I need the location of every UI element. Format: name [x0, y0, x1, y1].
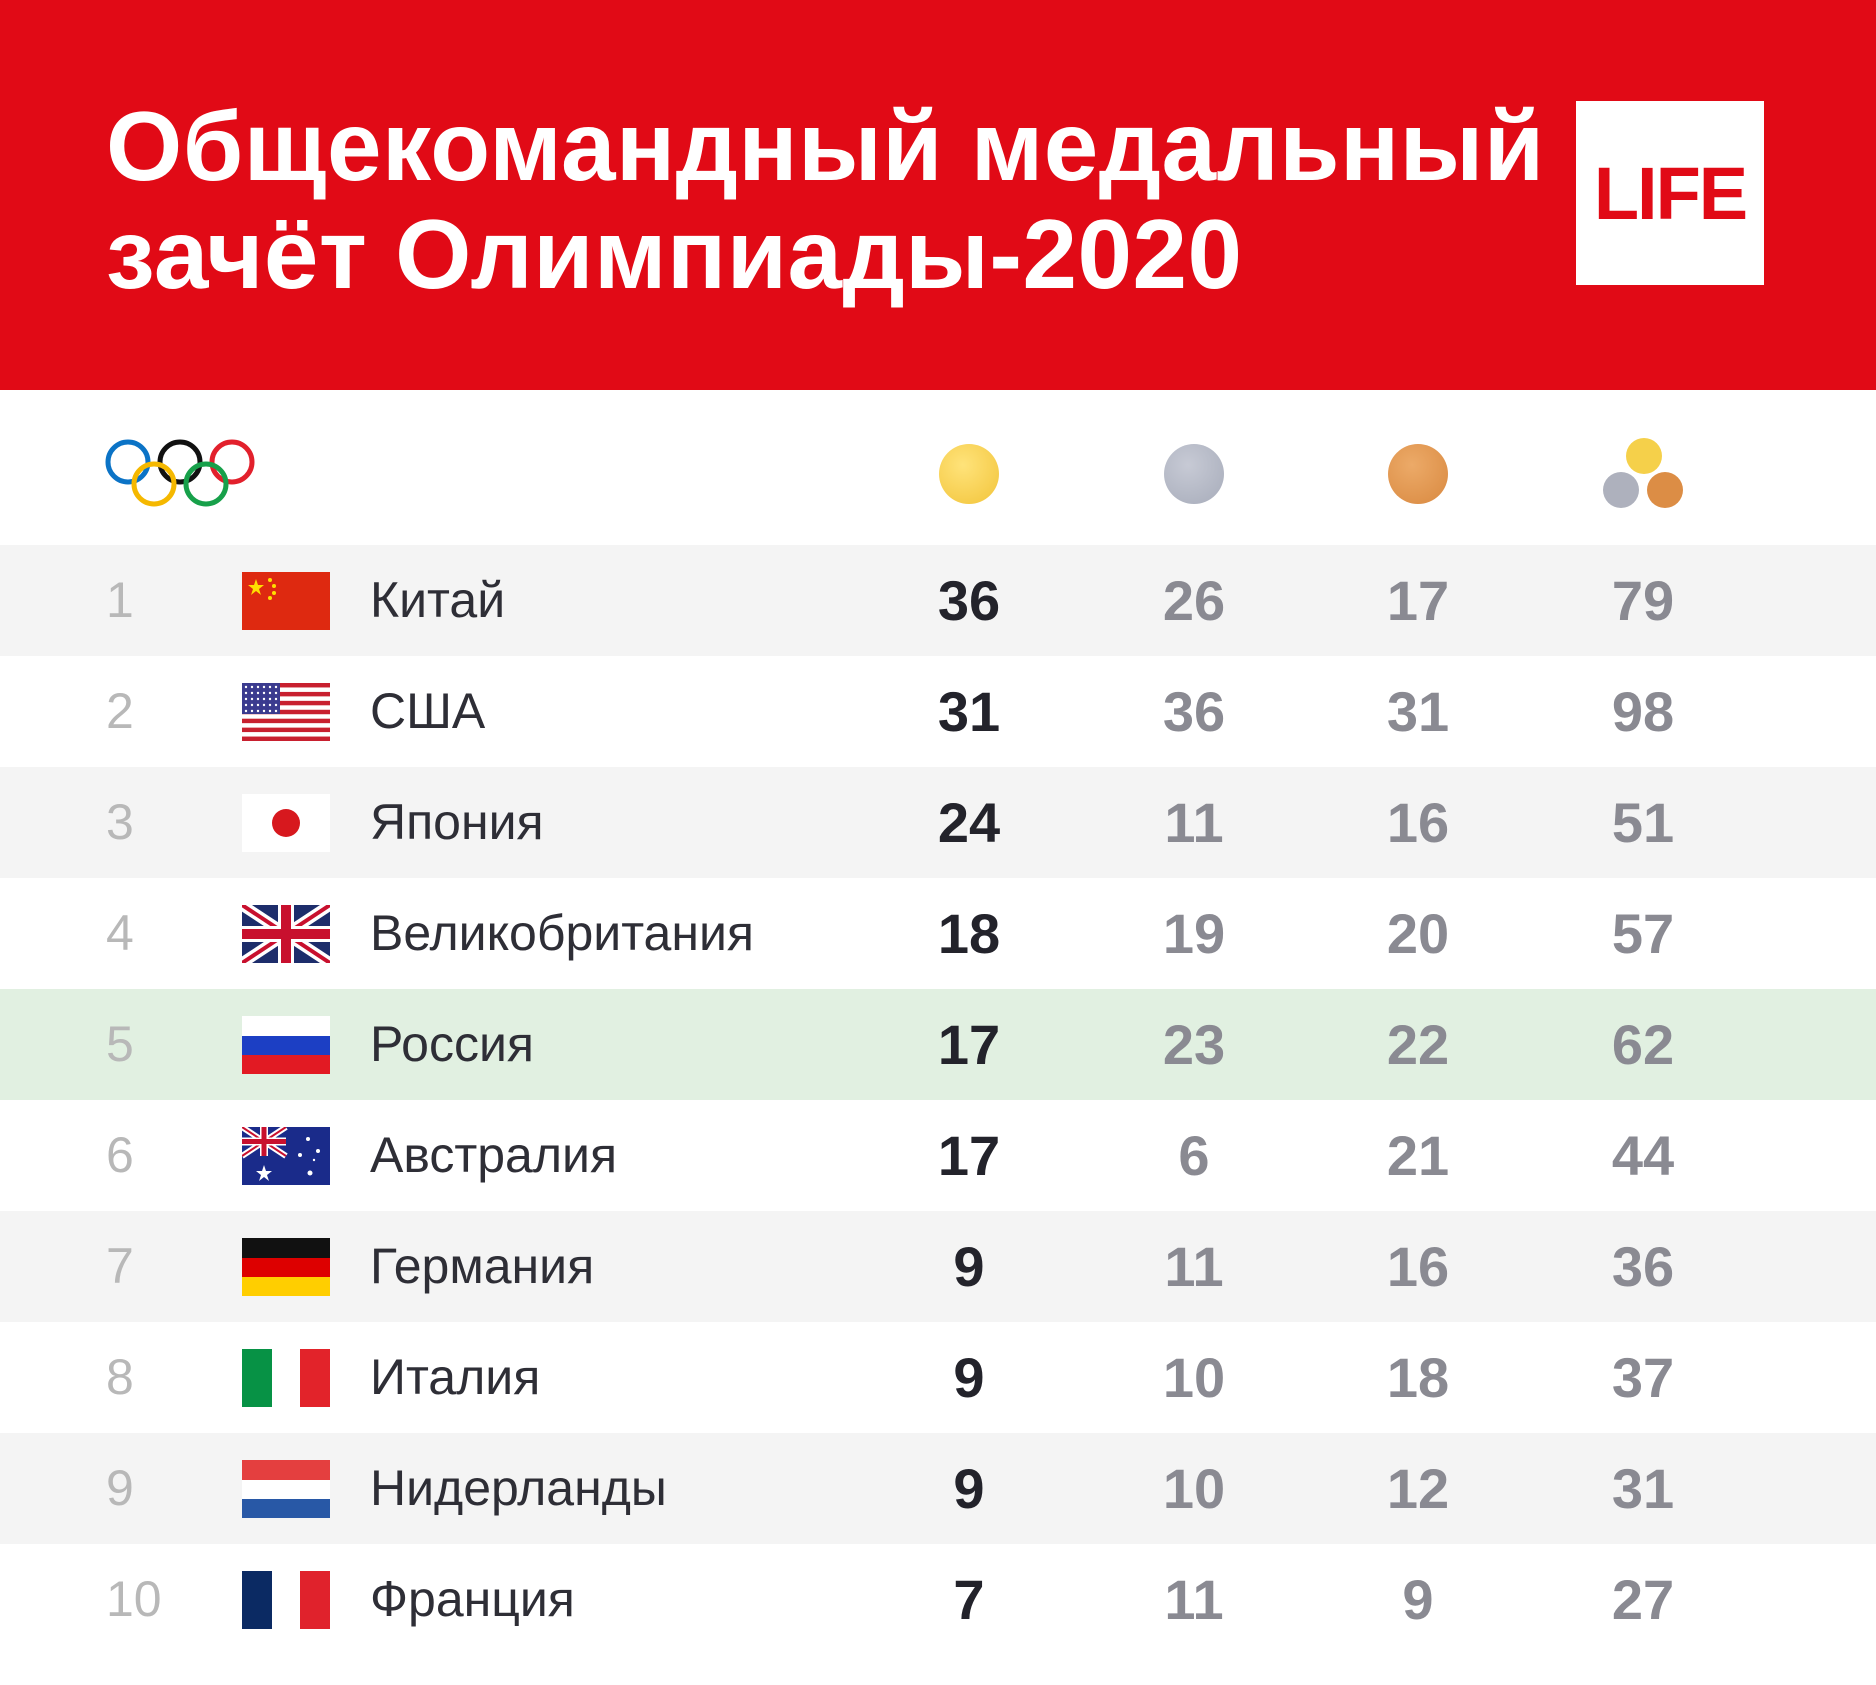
total-count: 31: [1611, 1457, 1675, 1520]
total-count: 27: [1611, 1568, 1675, 1631]
country-name: Италия: [370, 1349, 541, 1405]
australia-flag-icon: [242, 1127, 330, 1185]
usa-flag-icon: [242, 683, 330, 741]
title-line-2: зачёт Олимпиады-2020: [106, 199, 1243, 309]
country-name: Австралия: [370, 1127, 618, 1183]
total-count: 36: [1611, 1235, 1675, 1298]
header-banner: Общекомандный медальный зачёт Олимпиады-…: [0, 0, 1876, 390]
rank-cell: 10: [106, 1571, 162, 1627]
gold-count: 17: [937, 1124, 1001, 1187]
table-row: 9 Нидерланды 9 10 12 31: [0, 1433, 1876, 1544]
uk-flag-icon: [242, 905, 330, 963]
rank-cell: 3: [106, 794, 134, 850]
rank-cell: 8: [106, 1349, 134, 1405]
gold-count: 17: [937, 1013, 1001, 1076]
bronze-medal-icon: [1388, 444, 1448, 504]
bronze-count: 18: [1386, 1346, 1450, 1409]
country-name: Россия: [370, 1016, 534, 1072]
germany-flag-icon: [242, 1238, 330, 1296]
olympic-rings-icon: [105, 439, 255, 507]
country-name: Нидерланды: [370, 1460, 667, 1516]
page-title: Общекомандный медальный зачёт Олимпиады-…: [106, 92, 1546, 308]
life-logo: LIFE: [1576, 101, 1764, 285]
rank-cell: 2: [106, 683, 134, 739]
bronze-count: 16: [1386, 1235, 1450, 1298]
silver-count: 10: [1162, 1457, 1226, 1520]
silver-count: 26: [1162, 569, 1226, 632]
silver-count: 11: [1164, 1235, 1224, 1298]
table-row: 4 Великобритания 18 19 20 57: [0, 878, 1876, 989]
country-name: Германия: [370, 1238, 595, 1294]
bronze-count: 17: [1386, 569, 1450, 632]
france-flag-icon: [242, 1571, 330, 1629]
total-count: 44: [1611, 1124, 1675, 1187]
total-count: 57: [1611, 902, 1675, 965]
gold-count: 7: [953, 1568, 985, 1631]
country-name: Китай: [370, 572, 506, 628]
silver-count: 36: [1162, 680, 1226, 743]
netherlands-flag-icon: [242, 1460, 330, 1518]
russia-flag-icon: [242, 1016, 330, 1074]
bronze-count: 16: [1386, 791, 1450, 854]
table-row: 3 Япония 24 11 16 51: [0, 767, 1876, 878]
gold-count: 18: [937, 902, 1001, 965]
japan-flag-icon: [242, 794, 330, 852]
bronze-count: 31: [1386, 680, 1450, 743]
bronze-count: 20: [1386, 902, 1450, 965]
table-row: 2 США 31 36 31 98: [0, 656, 1876, 767]
total-count: 62: [1611, 1013, 1675, 1076]
title-line-1: Общекомандный медальный: [106, 91, 1545, 201]
logo-text: LIFE: [1593, 151, 1748, 235]
total-medals-icon: [1603, 438, 1685, 512]
table-row: 7 Германия 9 11 16 36: [0, 1211, 1876, 1322]
bronze-count: 12: [1386, 1457, 1450, 1520]
rank-cell: 1: [106, 572, 134, 628]
china-flag-icon: [242, 572, 330, 630]
silver-count: 11: [1164, 791, 1224, 854]
bronze-count: 9: [1402, 1568, 1434, 1631]
gold-count: 9: [953, 1457, 985, 1520]
total-count: 79: [1611, 569, 1675, 632]
country-name: Франция: [370, 1571, 575, 1627]
country-name: США: [370, 683, 486, 739]
table-row: 8 Италия 9 10 18 37: [0, 1322, 1876, 1433]
rank-cell: 6: [106, 1127, 134, 1183]
silver-count: 6: [1178, 1124, 1210, 1187]
gold-count: 31: [937, 680, 1001, 743]
gold-count: 9: [953, 1235, 985, 1298]
rank-cell: 5: [106, 1016, 134, 1072]
country-name: Япония: [370, 794, 544, 850]
total-count: 37: [1611, 1346, 1675, 1409]
italy-flag-icon: [242, 1349, 330, 1407]
table-row: 1 Китай 36 26 17 79: [0, 545, 1876, 656]
gold-medal-icon: [939, 444, 999, 504]
rank-cell: 7: [106, 1238, 134, 1294]
silver-count: 19: [1162, 902, 1226, 965]
country-name: Великобритания: [370, 905, 754, 961]
silver-count: 11: [1164, 1568, 1224, 1631]
table-row: 5 Россия 17 23 22 62: [0, 989, 1876, 1100]
table-row: 6 Австралия 17 6 21 44: [0, 1100, 1876, 1211]
silver-medal-icon: [1164, 444, 1224, 504]
rank-cell: 4: [106, 905, 134, 961]
medal-table: 1 Китай 36 26 17 79 2 США 31 36 31 98 3 Япония 24 11 16 5…: [0, 545, 1876, 1655]
silver-count: 23: [1162, 1013, 1226, 1076]
rank-cell: 9: [106, 1460, 134, 1516]
bronze-count: 21: [1386, 1124, 1450, 1187]
gold-count: 9: [953, 1346, 985, 1409]
table-row: 10 Франция 7 11 9 27: [0, 1544, 1876, 1655]
total-count: 51: [1611, 791, 1675, 854]
gold-count: 24: [937, 791, 1001, 854]
total-count: 98: [1611, 680, 1675, 743]
silver-count: 10: [1162, 1346, 1226, 1409]
gold-count: 36: [937, 569, 1001, 632]
bronze-count: 22: [1386, 1013, 1450, 1076]
